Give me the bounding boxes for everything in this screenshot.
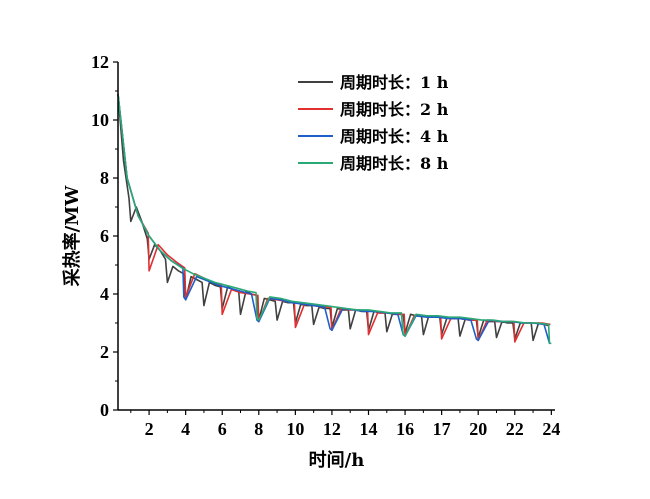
y-tick-label: 2 bbox=[100, 342, 109, 362]
legend-label-1: 周期时长：1 h bbox=[340, 73, 449, 92]
y-axis-title: 采热率/MW bbox=[61, 185, 83, 287]
x-tick-label: 6 bbox=[218, 419, 227, 439]
x-tick-label: 8 bbox=[254, 419, 263, 439]
y-tick-label: 4 bbox=[100, 284, 109, 304]
x-tick-label: 10 bbox=[286, 419, 304, 439]
x-tick-label: 2 bbox=[145, 419, 154, 439]
y-tick-label: 0 bbox=[100, 400, 109, 420]
x-tick-label: 17 bbox=[433, 419, 451, 439]
series-line-1 bbox=[117, 93, 550, 342]
plot-area bbox=[117, 93, 552, 345]
x-tick-label: 20 bbox=[469, 419, 487, 439]
x-tick-label: 16 bbox=[396, 419, 414, 439]
y-tick-label: 6 bbox=[100, 226, 109, 246]
x-tick-label: 22 bbox=[506, 419, 524, 439]
y-tick-label: 10 bbox=[91, 110, 109, 130]
legend: 周期时长：1 h 周期时长：2 h 周期时长：4 h 周期时长：8 h bbox=[298, 73, 449, 173]
y-tick-label: 8 bbox=[100, 168, 109, 188]
series-line-4 bbox=[117, 93, 552, 345]
legend-label-2: 周期时长：2 h bbox=[340, 100, 449, 119]
y-tick-label: 12 bbox=[91, 52, 109, 72]
x-axis-title: 时间/h bbox=[309, 450, 365, 471]
x-tick-label: 12 bbox=[323, 419, 341, 439]
x-tick-label: 4 bbox=[181, 419, 190, 439]
x-tick-label: 14 bbox=[359, 419, 377, 439]
series-line-3 bbox=[117, 93, 551, 344]
x-tick-label: 24 bbox=[542, 419, 560, 439]
series-line-2 bbox=[117, 93, 551, 343]
legend-label-4: 周期时长：8 h bbox=[340, 154, 449, 173]
legend-label-3: 周期时长：4 h bbox=[340, 127, 449, 146]
